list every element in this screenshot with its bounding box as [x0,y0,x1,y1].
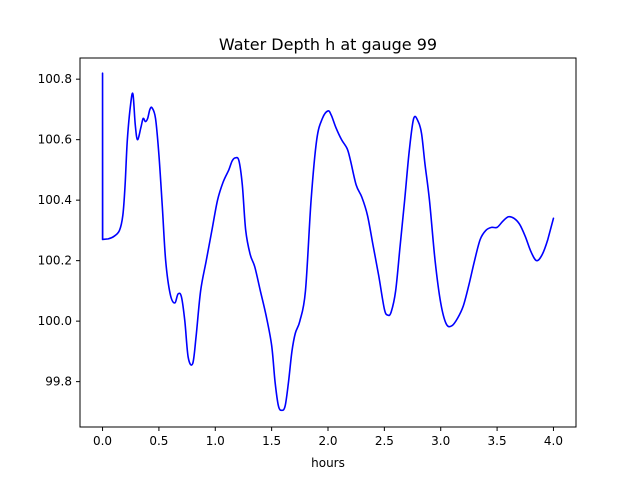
y-tick-label: 100.2 [38,254,72,268]
x-tick-label: 2.0 [318,434,337,448]
x-tick-label: 1.0 [206,434,225,448]
y-tick-label: 100.4 [38,193,72,207]
y-axis: 99.8 100.0 100.2 100.4 100.6 100.8 [38,72,80,389]
x-tick-label: 1.5 [262,434,281,448]
y-tick-label: 99.8 [45,375,72,389]
plot-area [101,72,555,412]
x-tick-label: 0.5 [149,434,168,448]
x-tick-label: 0.0 [93,434,112,448]
axes-frame [79,57,577,428]
y-tick-label: 100.8 [38,72,72,86]
x-axis: 0.0 0.5 1.0 1.5 2.0 2.5 3.0 3.5 4.0 [93,427,563,448]
x-tick-label: 2.5 [375,434,394,448]
y-tick-label: 100.6 [38,133,72,147]
x-tick-label: 4.0 [544,434,563,448]
x-tick-label: 3.5 [488,434,507,448]
series-line [101,72,555,412]
chart-title: Water Depth h at gauge 99 [219,35,437,54]
x-tick-label: 3.0 [431,434,450,448]
y-tick-label: 100.0 [38,314,72,328]
x-axis-label: hours [311,456,345,470]
